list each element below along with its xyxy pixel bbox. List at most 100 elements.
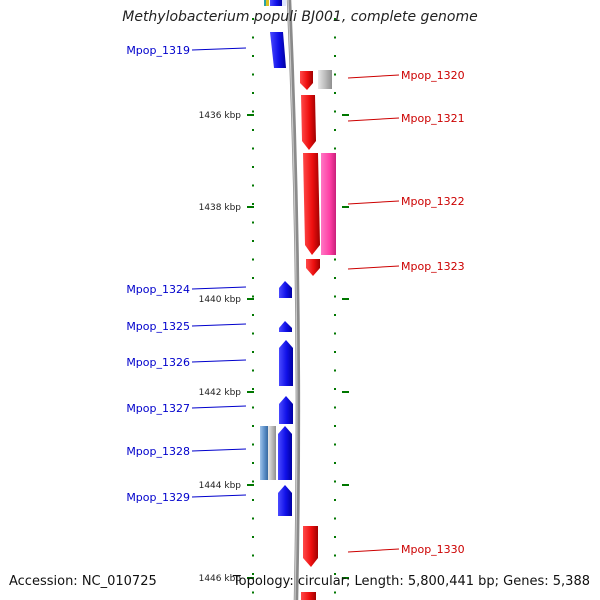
gene-mpop-1323-arrow[interactable] [306, 259, 320, 276]
left-rail-dot [252, 73, 254, 76]
gene-label-leader [191, 286, 247, 290]
gene-mpop-1327-arrow[interactable] [279, 396, 293, 424]
gene-mpop-1324-arrow[interactable] [279, 281, 292, 298]
right-gene-labels: Mpop_1320 Mpop_1321 Mpop_1322 Mpop_1323 Mpop… [347, 69, 465, 556]
left-rail-dot [252, 369, 254, 372]
right-rail-dot [334, 36, 336, 39]
scale-tick-label: 1436 kbp [199, 111, 242, 121]
gene-label-right[interactable]: Mpop_1323 [401, 260, 465, 273]
gene-label-right[interactable]: Mpop_1320 [401, 69, 465, 82]
right-rail-dot [334, 332, 336, 335]
left-rail-dot [252, 462, 254, 464]
left-rail-dot [252, 443, 254, 446]
right-rail-dot [334, 129, 336, 131]
right-rail-dot [334, 443, 336, 446]
left-scale-tick [247, 391, 254, 393]
right-scale-tick [342, 298, 349, 300]
gene-label-right[interactable]: Mpop_1330 [401, 543, 465, 556]
left-scale-tick [247, 298, 254, 300]
scale-tick-label: 1442 kbp [199, 388, 242, 398]
right-rail-dot [334, 18, 336, 20]
gene-mpop-1322-pink[interactable] [321, 153, 336, 255]
right-rail-dot [334, 110, 336, 113]
right-rail-dot [334, 517, 336, 520]
genome-summary-text: Topology: circular; Length: 5,800,441 bp… [232, 574, 590, 589]
gene-mpop-1330-arrow[interactable] [303, 526, 318, 567]
right-rail-dot [334, 536, 336, 538]
right-rail-dot [334, 499, 336, 501]
left-rail-dot [252, 110, 254, 113]
left-rail-dot [252, 184, 254, 187]
genome-backbone [286, 0, 301, 600]
gene-label-right[interactable]: Mpop_1322 [401, 195, 465, 208]
scale-tick-label: 1440 kbp [199, 295, 242, 305]
gene-mpop-1328-arrow[interactable] [278, 426, 292, 480]
gene-label-left[interactable]: Mpop_1329 [126, 491, 190, 504]
gene-mpop-1320-gray[interactable] [318, 70, 332, 89]
gene-mpop-1329-arrow[interactable] [278, 485, 292, 516]
right-rail-dot [334, 314, 336, 316]
left-rail-dot [252, 166, 254, 168]
gene-mpop-1328-gray[interactable] [268, 426, 276, 480]
left-scale-tick [247, 114, 254, 116]
right-rail-dot [334, 554, 336, 557]
left-rail-dot [252, 499, 254, 501]
gene-label-right[interactable]: Mpop_1321 [401, 112, 465, 125]
left-rail-dot [252, 591, 254, 594]
right-rail-dot [334, 369, 336, 372]
left-rail-dot [252, 517, 254, 520]
scale-tick-label: 1438 kbp [199, 203, 242, 213]
gene-mpop-1328-steel[interactable] [260, 426, 269, 480]
left-rail-dot [252, 314, 254, 316]
gene-label-left[interactable]: Mpop_1327 [126, 402, 190, 415]
left-gene-labels: Mpop_1319 Mpop_1324 Mpop_1325 Mpop_1326 Mpop… [126, 44, 247, 504]
scale-tick-label: 1446 kbp [199, 574, 242, 584]
left-rail-dot [252, 295, 254, 298]
gene-mpop-1321-arrow[interactable] [301, 95, 316, 150]
gene-mpop-1322-arrow[interactable] [303, 153, 320, 255]
right-rail-dot [334, 406, 336, 409]
gene-label-leader [347, 200, 400, 205]
right-rail-dot [334, 92, 336, 94]
right-rail-dot [334, 73, 336, 76]
gene-label-leader [191, 323, 247, 327]
gene-label-left[interactable]: Mpop_1328 [126, 445, 190, 458]
left-rail-dot [252, 129, 254, 131]
right-rail-dot [334, 591, 336, 594]
right-scale-tick [342, 114, 349, 116]
gene-label-left[interactable]: Mpop_1324 [126, 283, 190, 296]
gene-bottom-arrow[interactable] [301, 592, 316, 600]
left-rail-dot [252, 332, 254, 335]
left-rail-dot [252, 203, 254, 205]
right-scale-tick [342, 391, 349, 393]
right-rail-dot [334, 425, 336, 427]
right-scale-tick [342, 484, 349, 486]
gene-label-left[interactable]: Mpop_1325 [126, 320, 190, 333]
genome-backbone-highlight [287, 0, 298, 600]
left-scale-tick [247, 206, 254, 208]
scale-tick-label: 1444 kbp [199, 481, 242, 491]
left-rail-dot [252, 36, 254, 39]
right-rail-dot [334, 480, 336, 483]
gene-label-leader [347, 117, 400, 122]
left-rail-dot [252, 351, 254, 353]
gene-label-leader [191, 47, 247, 51]
gene-mpop-1320-arrow[interactable] [300, 71, 313, 90]
right-rail-dot [334, 55, 336, 57]
gene-mpop-1325-arrow[interactable] [279, 321, 292, 332]
map-title: Methylobacterium populi BJ001, complete … [122, 9, 478, 25]
gene-mpop-1319-arrow[interactable] [270, 32, 286, 68]
left-rail-dot [252, 147, 254, 150]
right-rail-dot [334, 277, 336, 279]
right-rail-dot [334, 147, 336, 150]
right-rail-dot [334, 573, 336, 575]
gene-label-leader [191, 359, 247, 363]
left-rail-dot [252, 277, 254, 279]
left-rail-dot [252, 258, 254, 261]
gene-label-left[interactable]: Mpop_1326 [126, 356, 190, 369]
left-scale-tick [247, 484, 254, 486]
gene-mpop-1326-arrow[interactable] [279, 340, 293, 386]
gene-label-leader [347, 265, 400, 270]
gene-label-left[interactable]: Mpop_1319 [126, 44, 190, 57]
